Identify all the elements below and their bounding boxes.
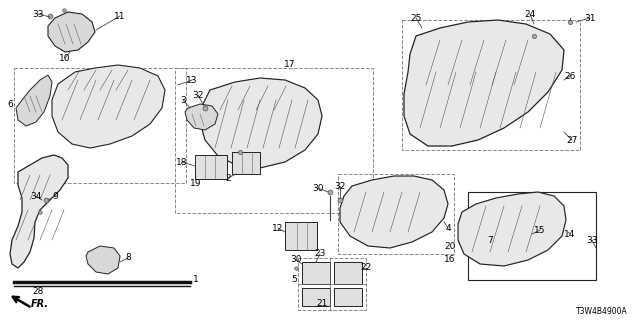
- Text: 9: 9: [52, 191, 58, 201]
- Bar: [302, 288, 330, 306]
- Text: 33: 33: [32, 10, 44, 19]
- Text: 8: 8: [125, 253, 131, 262]
- Text: 13: 13: [186, 76, 198, 84]
- Bar: [302, 262, 330, 284]
- Text: 24: 24: [524, 10, 536, 19]
- Text: 32: 32: [192, 91, 204, 100]
- Text: 32: 32: [334, 181, 346, 190]
- Polygon shape: [340, 176, 448, 248]
- Text: 23: 23: [314, 250, 326, 259]
- Text: 11: 11: [115, 12, 125, 20]
- Text: 2: 2: [225, 173, 231, 182]
- Text: 27: 27: [566, 135, 578, 145]
- Text: 7: 7: [487, 236, 493, 244]
- Text: FR.: FR.: [31, 299, 49, 309]
- Text: 12: 12: [272, 223, 284, 233]
- Text: 31: 31: [584, 13, 596, 22]
- Bar: [338, 174, 454, 254]
- Text: 16: 16: [444, 255, 456, 265]
- Text: 30: 30: [312, 183, 324, 193]
- Bar: [285, 222, 317, 250]
- Polygon shape: [86, 246, 120, 274]
- Text: 34: 34: [30, 191, 42, 201]
- Text: 4: 4: [445, 223, 451, 233]
- Polygon shape: [52, 65, 165, 148]
- Text: 21: 21: [316, 300, 328, 308]
- Text: 18: 18: [176, 157, 188, 166]
- Text: 15: 15: [534, 226, 546, 235]
- Text: 20: 20: [444, 242, 456, 251]
- Polygon shape: [48, 12, 95, 52]
- Bar: [334, 262, 362, 284]
- Bar: [232, 152, 260, 174]
- Bar: [175, 68, 373, 213]
- Text: 33: 33: [586, 236, 598, 244]
- Text: 1: 1: [193, 276, 199, 284]
- Polygon shape: [16, 75, 52, 126]
- Polygon shape: [458, 192, 566, 266]
- Polygon shape: [185, 104, 218, 130]
- Bar: [334, 288, 362, 306]
- Bar: [468, 192, 596, 280]
- Text: 25: 25: [410, 13, 422, 22]
- Text: 10: 10: [60, 53, 71, 62]
- Text: 19: 19: [190, 179, 202, 188]
- Text: 6: 6: [7, 100, 13, 108]
- Text: T3W4B4900A: T3W4B4900A: [576, 308, 628, 316]
- Bar: [298, 258, 366, 310]
- Bar: [402, 20, 580, 150]
- Text: 28: 28: [32, 287, 44, 297]
- Polygon shape: [200, 78, 322, 168]
- Text: 14: 14: [564, 229, 576, 238]
- Text: 26: 26: [564, 71, 576, 81]
- Bar: [14, 68, 186, 183]
- Text: 22: 22: [360, 263, 372, 273]
- Text: 17: 17: [284, 60, 296, 68]
- Polygon shape: [404, 20, 564, 146]
- Text: 3: 3: [180, 95, 186, 105]
- Polygon shape: [10, 155, 68, 268]
- Bar: [195, 155, 227, 179]
- Text: 5: 5: [291, 276, 297, 284]
- Text: 30: 30: [291, 255, 301, 265]
